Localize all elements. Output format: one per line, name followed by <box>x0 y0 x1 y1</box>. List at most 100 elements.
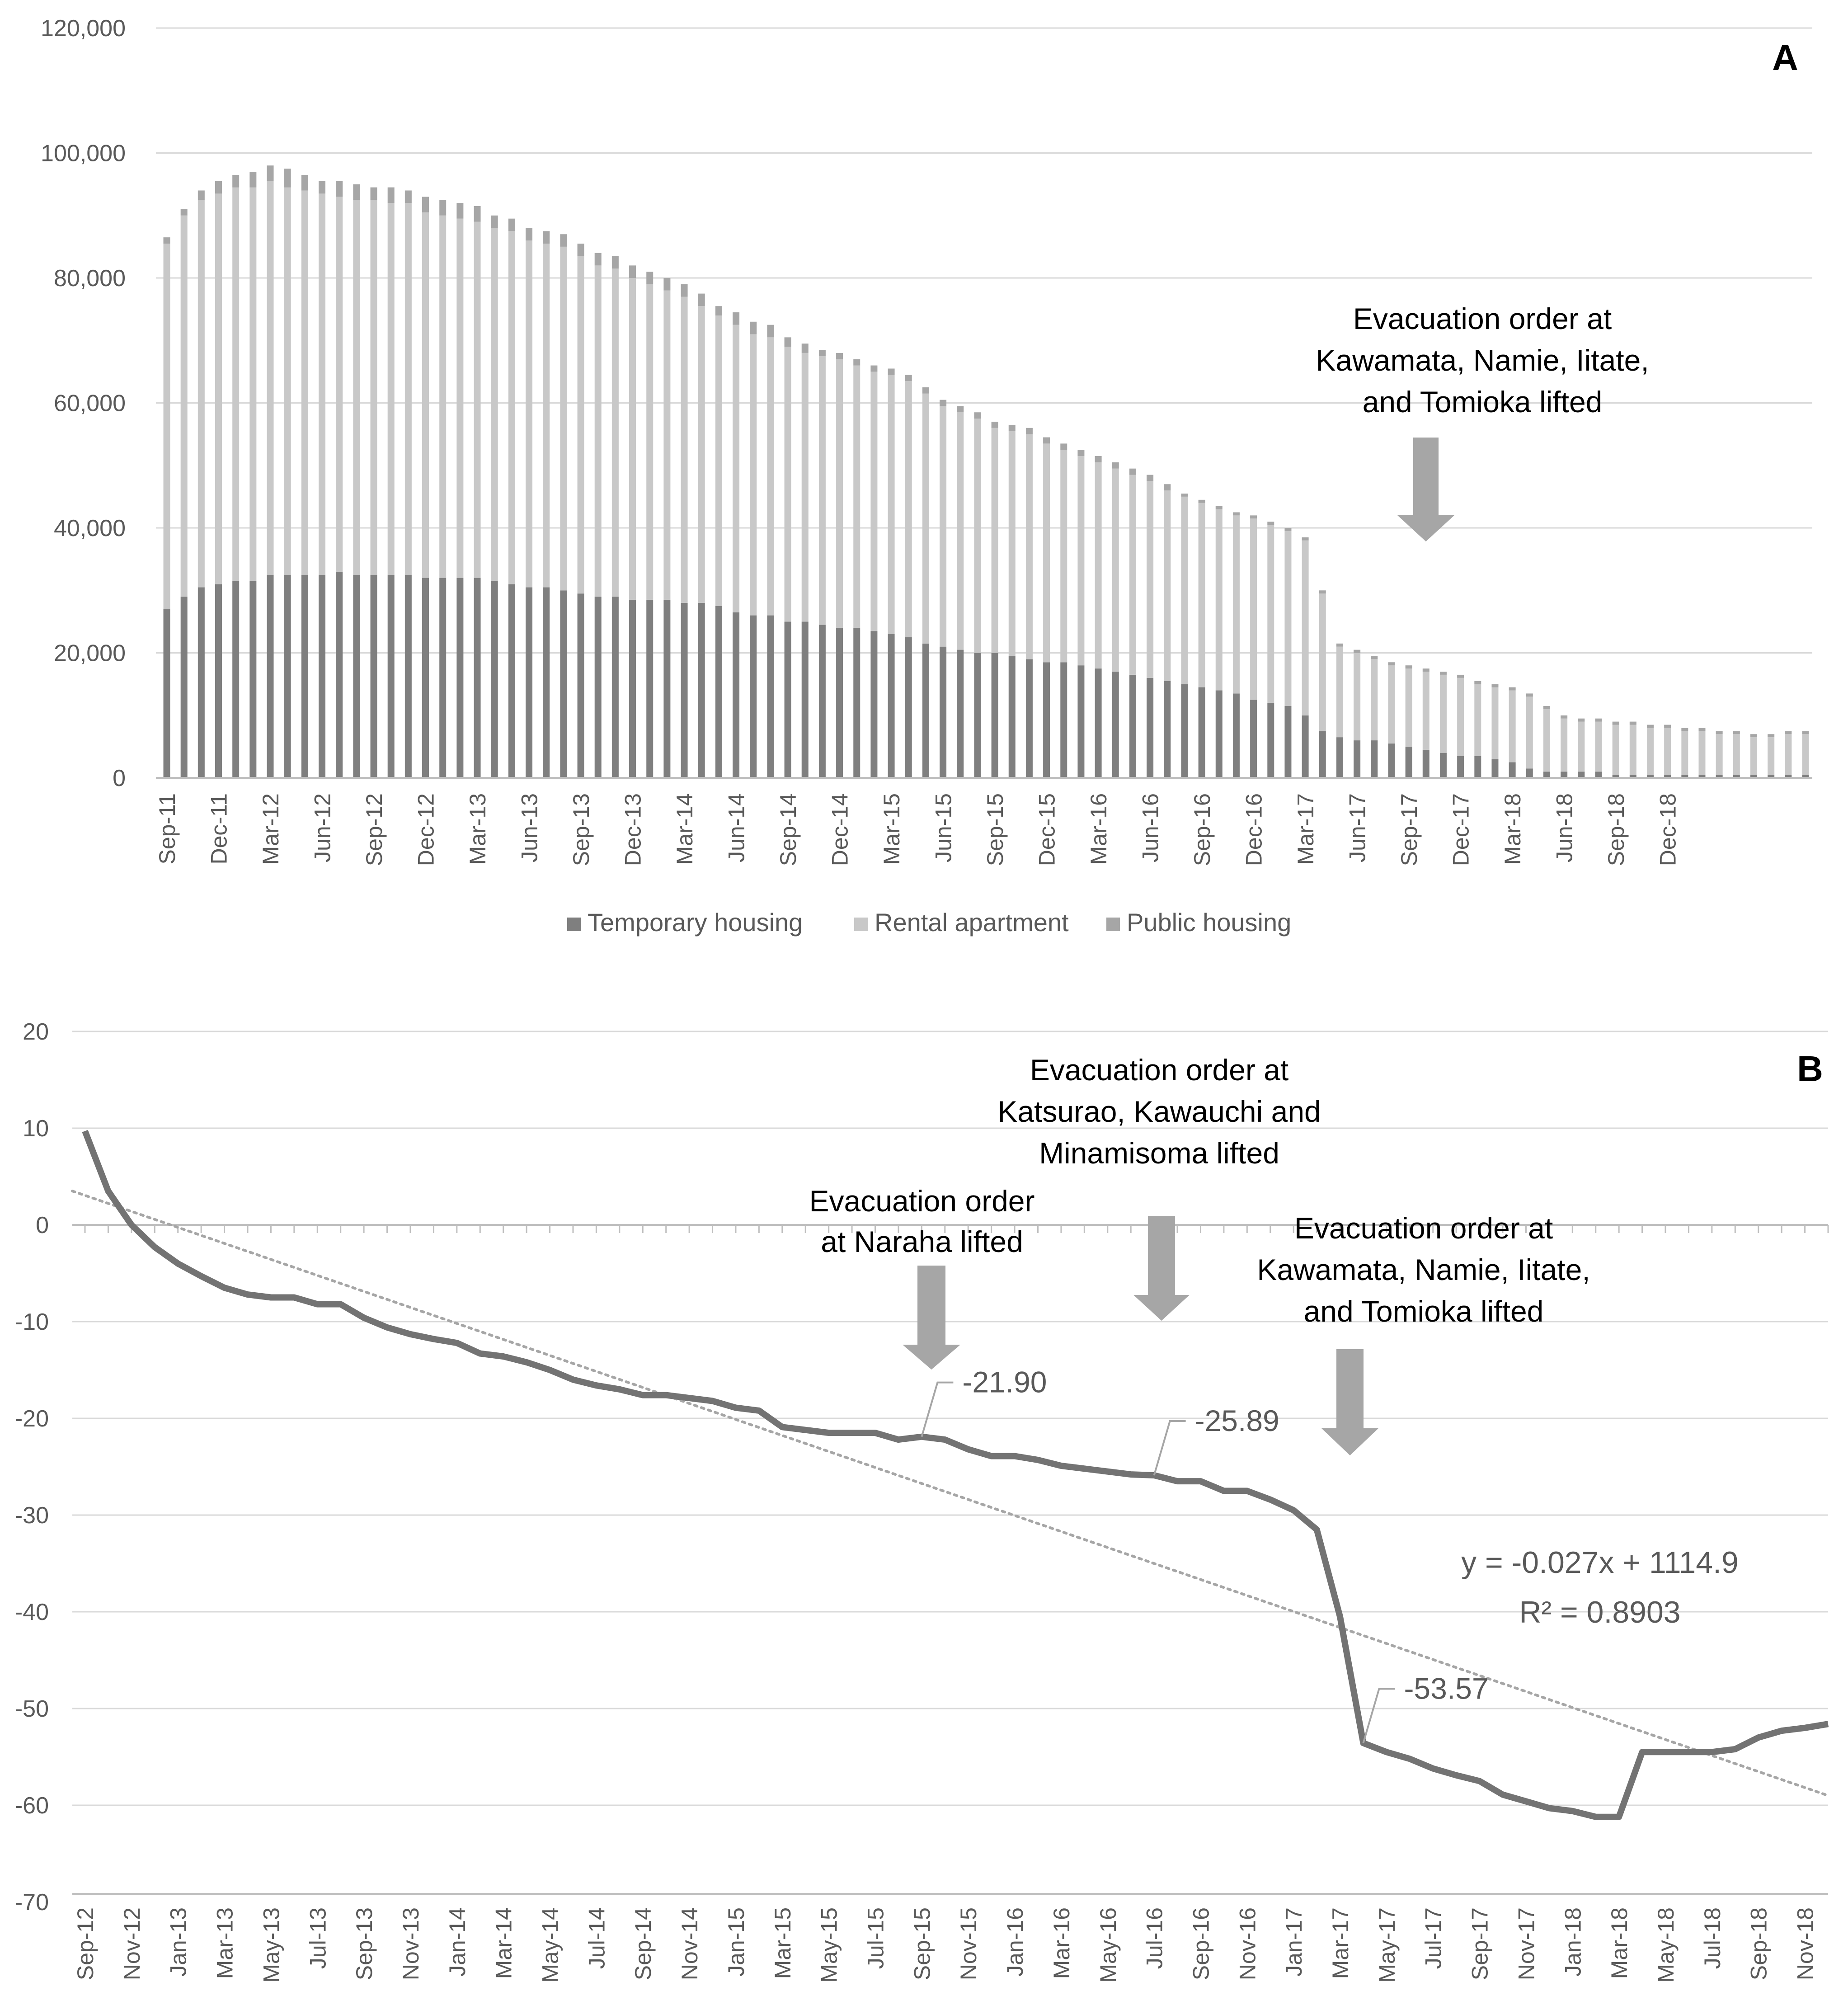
panel-a-bar-public-housing <box>1768 734 1775 738</box>
panel-a-bar-rental-apartment <box>1681 731 1688 775</box>
panel-b-x-tick-label: Jan-14 <box>445 1907 470 1977</box>
panel-a-bar-rental-apartment <box>888 375 895 635</box>
panel-a-bar-temporary-housing <box>1509 762 1516 778</box>
panel-a-bar-public-housing <box>387 187 395 203</box>
panel-a-x-tick-label: Jun-13 <box>517 793 542 862</box>
panel-a-bar-public-housing <box>974 412 981 419</box>
panel-b-x-tick-label: Mar-18 <box>1607 1907 1632 1979</box>
panel-a-bar-temporary-housing <box>611 597 619 778</box>
panel-b-x-tick-label: Sep-14 <box>630 1907 656 1980</box>
panel-a-bar-rental-apartment <box>905 381 912 637</box>
panel-a-bar-rental-apartment <box>1302 540 1309 716</box>
panel-a-bar-public-housing <box>1371 656 1378 659</box>
panel-a-bar-rental-apartment <box>663 290 671 600</box>
panel-a-bar-public-housing <box>1595 718 1602 722</box>
panel-a-bar-rental-apartment <box>1354 653 1361 741</box>
panel-a-bar-rental-apartment <box>1215 509 1223 691</box>
panel-a-bar-rental-apartment <box>387 203 395 575</box>
panel-a-bar-temporary-housing <box>1371 740 1378 778</box>
panel-a-y-tick-label: 100,000 <box>41 141 126 167</box>
panel-a-bar-rental-apartment <box>508 231 515 584</box>
panel-a-bar-temporary-housing <box>577 593 584 778</box>
panel-a-bar-temporary-housing <box>526 587 533 778</box>
panel-a-bar-temporary-housing <box>387 574 395 778</box>
panel-a-bar-rental-apartment <box>1008 431 1016 656</box>
panel-a-x-tick-label: Mar-15 <box>879 793 904 865</box>
panel-a-bar-temporary-housing <box>1164 681 1171 778</box>
panel-b-x-tick-label: Mar-16 <box>1049 1907 1074 1979</box>
panel-b-x-tick-label: May-16 <box>1096 1907 1121 1983</box>
legend-swatch-temporary-housing <box>567 918 581 931</box>
panel-a-x-tick-label: Sep-16 <box>1190 793 1215 866</box>
panel-a-bar-public-housing <box>1181 493 1188 497</box>
panel-a-x-tick-label: Jun-17 <box>1345 793 1370 862</box>
panel-a-bar-public-housing <box>1095 456 1102 462</box>
panel-a-bar-temporary-housing <box>698 603 705 778</box>
annotation-kawamata-line-2: Kawamata, Namie, Iitate, <box>1257 1253 1590 1286</box>
panel-a-bar-public-housing <box>767 325 774 338</box>
panel-a-bar-public-housing <box>663 278 671 291</box>
panel-b-y-tick-label: -30 <box>15 1502 49 1529</box>
panel-a-bar-temporary-housing <box>1612 775 1619 778</box>
panel-b-y-tick-label: -50 <box>15 1696 49 1722</box>
panel-a-annotation-line-3: and Tomioka lifted <box>1363 385 1603 419</box>
panel-a-x-tick-label: Sep-17 <box>1397 793 1422 866</box>
panel-a-annotation-line-2: Kawamata, Namie, Iitate, <box>1316 344 1649 377</box>
panel-a-bar-public-housing <box>940 400 947 406</box>
panel-a-x-tick-label: Dec-18 <box>1655 793 1681 866</box>
panel-a-bar-public-housing <box>1457 674 1464 678</box>
panel-a-bar-public-housing <box>1164 484 1171 491</box>
panel-a-bar-rental-apartment <box>1147 481 1154 678</box>
panel-b-x-tick-label: May-13 <box>259 1907 284 1983</box>
panel-a-bar-public-housing <box>1147 475 1154 481</box>
panel-a-letter: A <box>1772 38 1798 78</box>
panel-b-x-tick-label: Jan-17 <box>1281 1907 1307 1977</box>
panel-a-x-tick-label: Sep-11 <box>155 793 180 865</box>
annotation-katsurao-arrow <box>1133 1216 1190 1321</box>
panel-a-bar-temporary-housing <box>249 581 257 778</box>
panel-a-bar-public-housing <box>1025 428 1033 434</box>
panel-a-bar-public-housing <box>1509 687 1516 691</box>
panel-a-bar-temporary-housing <box>784 621 791 778</box>
panel-a-y-tick-label: 120,000 <box>41 15 126 42</box>
panel-a-bar-temporary-housing <box>215 584 222 778</box>
panel-a-bar-temporary-housing <box>715 606 722 778</box>
panel-a-x-tick-label: Jun-18 <box>1552 793 1577 862</box>
panel-a-bar-public-housing <box>267 165 274 181</box>
panel-a-bar-temporary-housing <box>801 621 809 778</box>
panel-a-bar-public-housing <box>870 365 878 372</box>
panel-a-bar-rental-apartment <box>784 347 791 622</box>
panel-a-bar-public-housing <box>836 353 843 359</box>
panel-a-bar-public-housing <box>629 265 636 278</box>
panel-a-bar-temporary-housing <box>1750 775 1757 778</box>
panel-b-y-tick-label: -70 <box>15 1889 49 1916</box>
panel-b-x-tick-label: Sep-16 <box>1188 1907 1213 1980</box>
panel-a-bar-temporary-housing <box>163 609 170 778</box>
panel-a-x-tick-label: Sep-14 <box>776 793 801 866</box>
panel-a-x-tick-label: Jun-12 <box>310 793 335 862</box>
panel-b-x-tick-label: Jan-15 <box>724 1907 749 1977</box>
panel-a-bar-public-housing <box>1319 590 1326 594</box>
panel-a-bar-public-housing <box>1785 731 1792 734</box>
panel-a-bar-rental-apartment <box>301 190 308 575</box>
panel-b-y-tick-label: -10 <box>15 1309 49 1335</box>
panel-b-x-tick-label: May-14 <box>538 1907 563 1983</box>
panel-b-y-tick-labels: 20 10 0 -10 -20 -30 -40 -50 -60 -70 <box>15 1019 49 1916</box>
annotation-kawamata-arrow <box>1321 1349 1378 1455</box>
panel-a-bar-temporary-housing <box>991 653 998 778</box>
panel-a-bar-temporary-housing <box>1025 659 1033 778</box>
panel-a-bar-public-housing <box>750 321 757 334</box>
panel-a-bar-temporary-housing <box>353 574 360 778</box>
panel-a-y-tick-label: 40,000 <box>54 515 126 541</box>
panel-a-bar-public-housing <box>922 387 929 394</box>
panel-a-bar-temporary-housing <box>232 581 240 778</box>
panel-a-x-tick-label: Dec-13 <box>621 793 646 866</box>
panel-b-x-tick-label: Nov-12 <box>119 1907 145 1980</box>
panel-a-bar-public-housing <box>1491 684 1499 687</box>
annotation-katsurao-line-3: Minamisoma lifted <box>1039 1136 1279 1170</box>
panel-b-annotation-kawamata: Evacuation order at Kawamata, Namie, Iit… <box>1257 1211 1590 1455</box>
panel-a-bar-rental-apartment <box>1578 721 1585 772</box>
panel-a-annotation: Evacuation order at Kawamata, Namie, Iit… <box>1316 302 1649 541</box>
panel-a-bar-public-housing <box>1698 728 1706 731</box>
